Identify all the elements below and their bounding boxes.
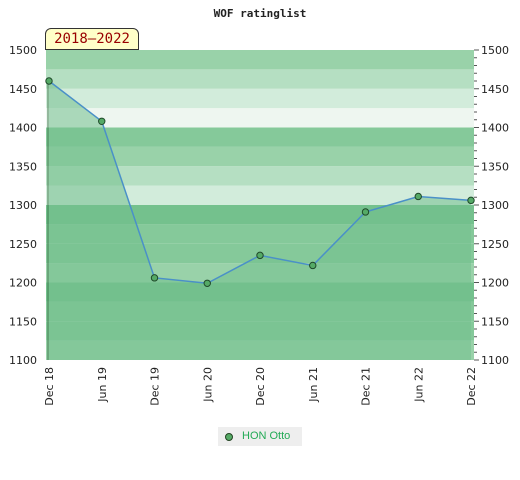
y-tick-label-left: 1450 (9, 83, 37, 96)
y-tick-label-left: 1300 (9, 199, 37, 212)
data-point (256, 251, 264, 260)
x-tick-label: Dec 22 (465, 367, 478, 406)
x-tick-label: Dec 20 (254, 367, 267, 406)
data-point (98, 117, 106, 126)
data-point (203, 279, 211, 287)
background-band (46, 185, 474, 205)
data-point (467, 196, 475, 205)
y-tick-label-right: 1350 (481, 160, 509, 173)
chart-title: WOF ratinglist (214, 7, 307, 20)
area-layer (49, 81, 471, 360)
y-tick-label-right: 1400 (481, 122, 509, 135)
legend-marker (225, 433, 233, 441)
x-tick-label: Dec 21 (360, 367, 373, 406)
background-band (46, 146, 474, 167)
data-marks (45, 77, 475, 287)
x-tick-label: Dec 18 (43, 367, 56, 406)
axes: 1100 1100 1150 1150 1200 1200 1250 1250 1300 1300… (9, 44, 509, 406)
data-point (414, 192, 422, 201)
background-band (46, 69, 474, 89)
y-tick-label-right: 1450 (481, 83, 509, 96)
y-tick-label-left: 1250 (9, 238, 37, 251)
y-tick-label-right: 1300 (481, 199, 509, 212)
y-tick-label-left: 1150 (9, 315, 37, 328)
y-tick-label-left: 1500 (9, 44, 37, 57)
x-tick-label: Jun 20 (201, 367, 214, 403)
y-tick-label-left: 1200 (9, 277, 37, 290)
background-band (46, 88, 474, 109)
data-point (309, 261, 317, 270)
y-tick-label-left: 1400 (9, 122, 37, 135)
x-tick-label: Jun 22 (412, 367, 425, 403)
y-tick-label-right: 1250 (481, 238, 509, 251)
y-tick-label-right: 1500 (481, 44, 509, 57)
legend-series-label: HON Otto (242, 430, 291, 442)
legend: HON Otto (218, 427, 302, 446)
y-tick-label-left: 1350 (9, 160, 37, 173)
y-tick-label-right: 1150 (481, 315, 509, 328)
data-point (45, 77, 53, 85)
data-point (361, 208, 370, 216)
background-band (46, 50, 474, 70)
background-band (46, 166, 474, 186)
x-tick-label: Jun 19 (96, 367, 109, 403)
background-band (46, 127, 474, 147)
period-label: 2018–2022 (45, 28, 139, 50)
x-tick-label: Jun 21 (307, 367, 320, 403)
y-tick-label-right: 1200 (481, 277, 509, 290)
data-point (150, 274, 159, 282)
background-band (46, 108, 474, 128)
series-area (49, 81, 471, 360)
y-tick-label-right: 1100 (481, 354, 509, 367)
x-tick-label: Dec 19 (149, 367, 162, 406)
y-tick-label-left: 1100 (9, 354, 37, 367)
